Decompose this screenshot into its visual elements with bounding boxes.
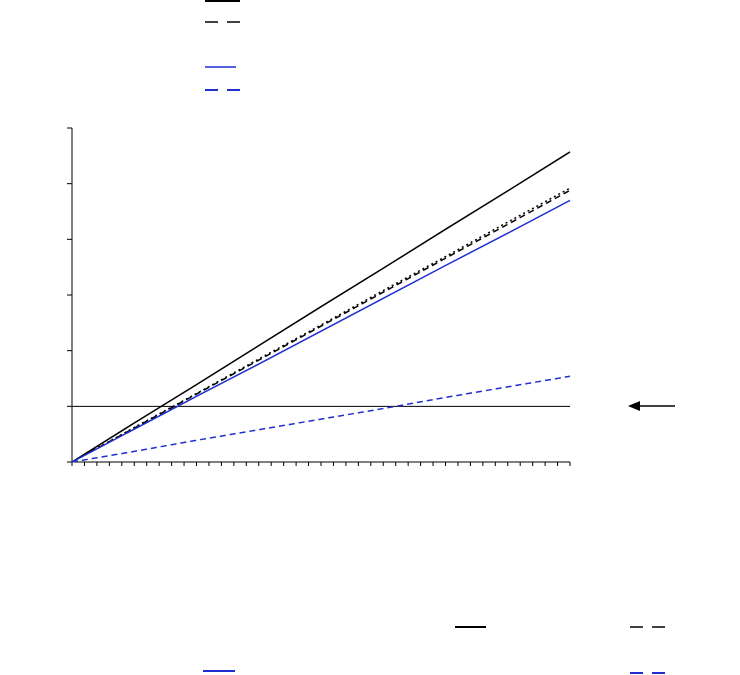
legend-bottom [203,626,667,674]
series-line [71,189,571,463]
arrow [628,401,675,411]
series-line [71,187,571,463]
legend-top [205,0,242,91]
series-line [71,199,571,463]
series-line [71,151,571,463]
series-line [71,375,571,463]
arrow-head [628,401,640,411]
